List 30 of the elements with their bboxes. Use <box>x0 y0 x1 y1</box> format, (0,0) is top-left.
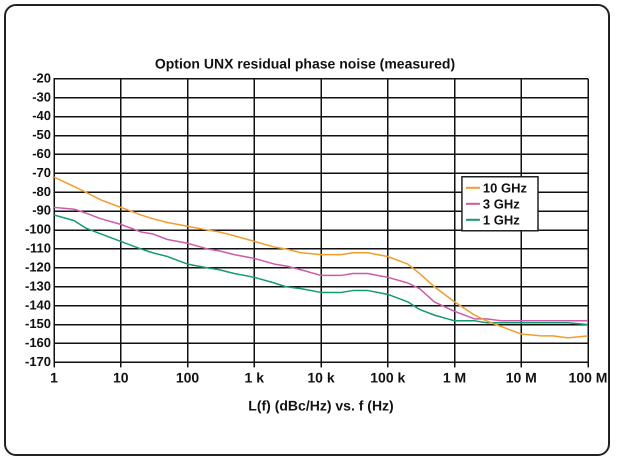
y-tick-label: -100 <box>24 222 52 237</box>
legend-label: 10 GHz <box>482 180 528 196</box>
legend-label: 1 GHz <box>482 212 520 228</box>
y-tick-label: -150 <box>24 316 52 332</box>
x-axis-title: L(f) (dBc/Hz) vs. f (Hz) <box>248 397 394 414</box>
chart-title: Option UNX residual phase noise (measured) <box>154 55 456 72</box>
x-tick-label: 100 k <box>370 370 406 386</box>
y-tick-label: -40 <box>32 108 52 124</box>
x-tick-label: 1 k <box>244 370 264 386</box>
legend-label: 3 GHz <box>482 196 520 212</box>
y-tick-label: -60 <box>32 146 52 162</box>
y-tick-label: -140 <box>24 297 52 312</box>
y-tick-label: -20 <box>32 70 52 86</box>
x-tick-label: 100 M <box>568 370 608 386</box>
y-tick-label: -70 <box>32 164 52 180</box>
y-tick-label: -130 <box>24 278 52 294</box>
y-tick-label: -170 <box>24 354 52 369</box>
x-tick-label: 10 <box>112 370 129 386</box>
y-tick-label: -80 <box>32 184 52 199</box>
x-tick-label: 10 k <box>307 370 335 386</box>
y-tick-label: -110 <box>26 240 52 256</box>
x-tick-label: 10 M <box>506 370 537 386</box>
y-tick-label: -120 <box>24 259 52 274</box>
x-tick-label: 100 <box>176 370 200 386</box>
y-tick-label: -50 <box>32 127 52 142</box>
y-tick-label: -160 <box>24 335 52 350</box>
x-tick-label: 1 <box>50 370 58 386</box>
y-tick-label: -90 <box>32 202 52 218</box>
y-tick-label: -30 <box>32 89 52 104</box>
x-tick-label: 1 M <box>442 370 466 386</box>
